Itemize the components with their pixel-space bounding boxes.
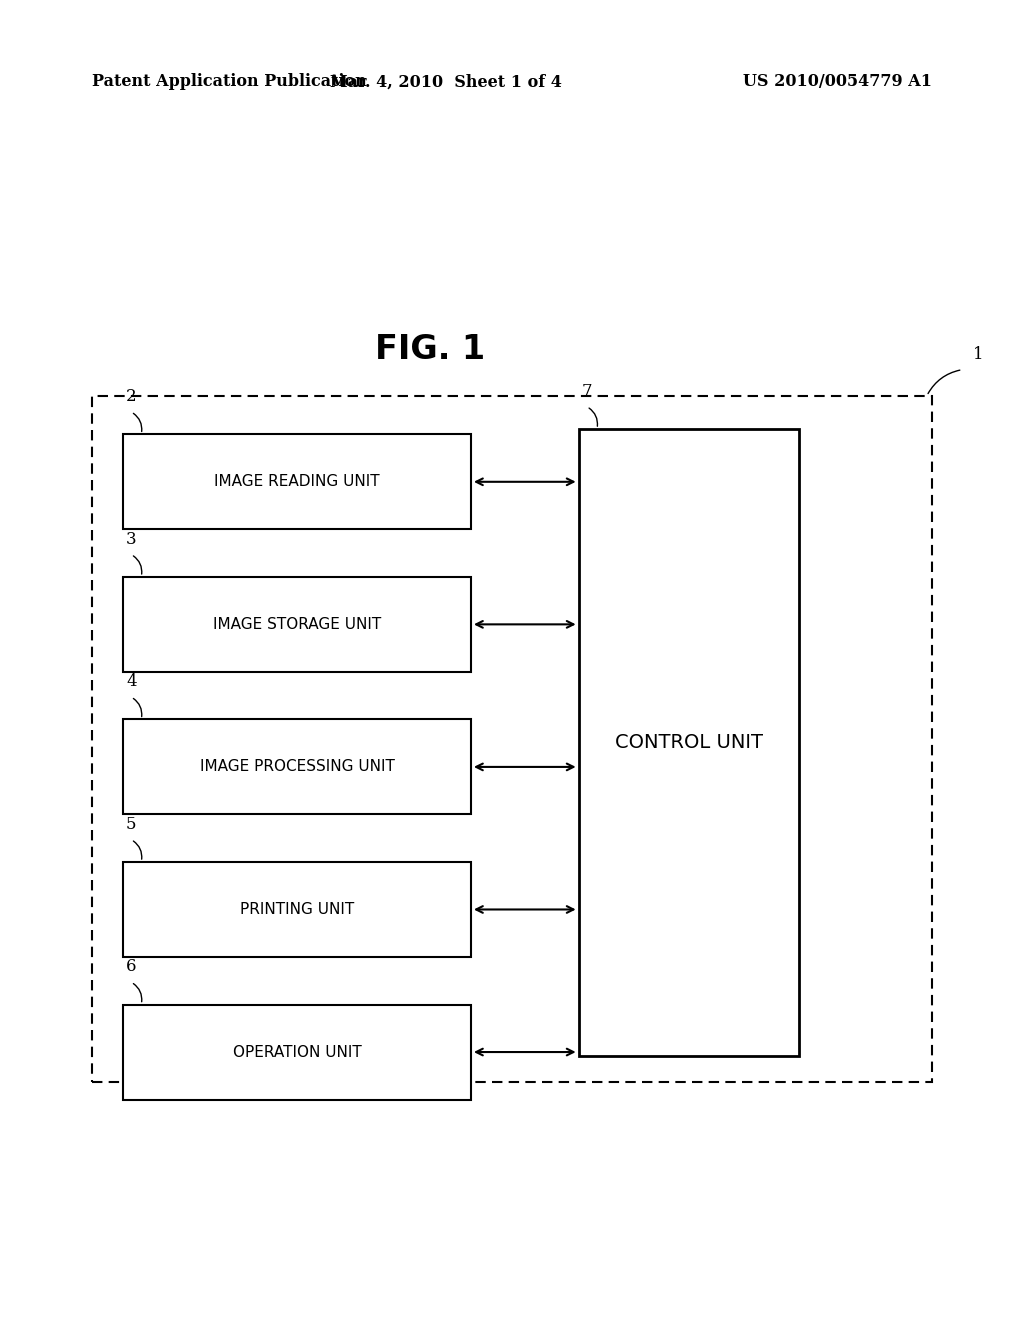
- Text: OPERATION UNIT: OPERATION UNIT: [232, 1044, 361, 1060]
- Text: FIG. 1: FIG. 1: [375, 334, 485, 367]
- Bar: [579, 429, 799, 1056]
- Text: IMAGE STORAGE UNIT: IMAGE STORAGE UNIT: [213, 616, 381, 632]
- Text: 2: 2: [126, 388, 136, 405]
- Text: 5: 5: [126, 816, 136, 833]
- Bar: [123, 719, 471, 814]
- Bar: [92, 396, 932, 1082]
- Text: Patent Application Publication: Patent Application Publication: [92, 74, 367, 90]
- Text: 6: 6: [126, 958, 136, 975]
- Text: 7: 7: [582, 383, 592, 400]
- Text: CONTROL UNIT: CONTROL UNIT: [614, 733, 763, 752]
- Text: 4: 4: [126, 673, 136, 690]
- Bar: [123, 1005, 471, 1100]
- Text: Mar. 4, 2010  Sheet 1 of 4: Mar. 4, 2010 Sheet 1 of 4: [330, 74, 561, 90]
- Text: US 2010/0054779 A1: US 2010/0054779 A1: [742, 74, 932, 90]
- Text: IMAGE PROCESSING UNIT: IMAGE PROCESSING UNIT: [200, 759, 394, 775]
- Bar: [123, 862, 471, 957]
- Text: IMAGE READING UNIT: IMAGE READING UNIT: [214, 474, 380, 490]
- Text: PRINTING UNIT: PRINTING UNIT: [240, 902, 354, 917]
- Text: 3: 3: [126, 531, 136, 548]
- Bar: [123, 434, 471, 529]
- Bar: [123, 577, 471, 672]
- Text: 1: 1: [973, 346, 983, 363]
